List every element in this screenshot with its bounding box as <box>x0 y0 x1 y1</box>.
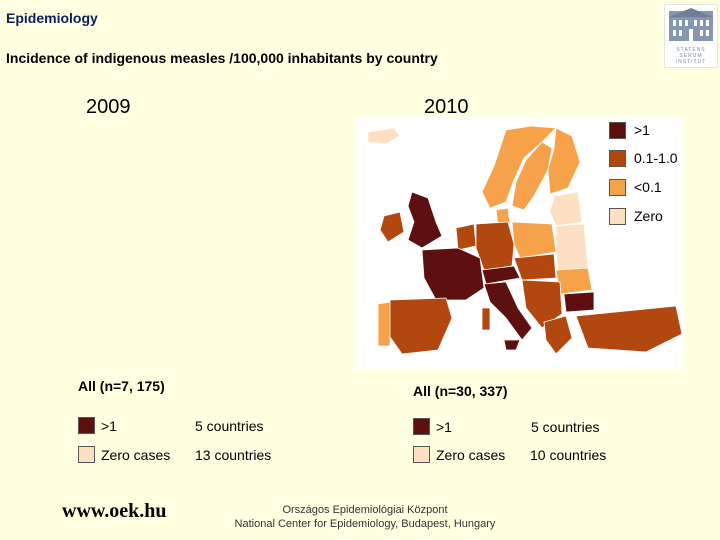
legend-swatch <box>609 121 626 139</box>
logo-text-1: STATENS <box>676 47 706 53</box>
map-region-bulgaria <box>563 291 595 313</box>
institute-building-icon <box>669 8 713 41</box>
map-region-baltics <box>549 191 583 227</box>
map-region-spain <box>387 297 453 355</box>
stat-label: >1 <box>101 417 117 434</box>
stat-count-2009-zero: 13 countries <box>195 447 272 463</box>
stat-swatch <box>413 418 430 435</box>
legend-label: 0.1-1.0 <box>634 150 678 166</box>
slide-title: Epidemiology <box>6 10 98 26</box>
legend-item: Zero <box>609 207 663 225</box>
map-region-france <box>421 247 485 301</box>
stat-label: Zero cases <box>436 446 506 463</box>
stat-count-2010-zero: 10 countries <box>530 447 607 463</box>
map-region-benelux <box>455 223 477 251</box>
map-region-east <box>555 223 589 271</box>
map-region-finland <box>547 127 581 195</box>
year-label-2009: 2009 <box>86 96 131 118</box>
map-region-romania <box>555 267 593 295</box>
legend-item: >1 <box>609 121 650 139</box>
legend-label: Zero <box>634 208 663 224</box>
map-region-central <box>513 253 557 281</box>
map-region-poland <box>511 221 557 259</box>
map-region-italy <box>483 281 533 341</box>
summary-heading-2009: All (n=7, 175) <box>78 378 165 394</box>
map-region-greece <box>543 315 573 355</box>
map-region-uk <box>407 191 443 249</box>
summary-heading-2010: All (n=30, 337) <box>413 383 508 399</box>
map-region-norway <box>481 125 557 209</box>
logo-text-3: INSTITUT <box>675 59 707 65</box>
footer-line-2: National Center for Epidemiology, Budape… <box>234 518 496 530</box>
stat-row-2009-high: >1 <box>78 417 117 434</box>
map-region-denmark <box>495 207 511 227</box>
legend-label: >1 <box>634 122 650 138</box>
stat-swatch <box>78 446 95 463</box>
logo-text-2: SERUM <box>679 53 703 59</box>
map-region-ireland <box>379 211 405 243</box>
map-region-sardinia <box>481 307 491 331</box>
legend-swatch <box>609 207 626 225</box>
footer-credit: Országos Epidemiológiai Központ National… <box>200 503 530 531</box>
stat-row-2009-zero: Zero cases <box>78 446 170 463</box>
stat-row-2010-zero: Zero cases <box>413 446 505 463</box>
map-region-turkey <box>575 305 683 353</box>
stat-row-2010-high: >1 <box>413 418 452 435</box>
slide-subtitle: Incidence of indigenous measles /100,000… <box>6 50 438 66</box>
map-region-sweden <box>511 141 553 211</box>
legend-swatch <box>609 149 626 167</box>
europe-map-2010 <box>356 118 683 370</box>
map-region-iceland <box>367 127 401 145</box>
map-region-sicily <box>503 339 521 351</box>
legend-label: <0.1 <box>634 179 662 195</box>
year-label-2010: 2010 <box>424 96 469 118</box>
legend-item: <0.1 <box>609 178 662 196</box>
stat-label: Zero cases <box>101 446 171 463</box>
statens-serum-institut-logo: STATENS SERUM INSTITUT <box>664 4 718 68</box>
stat-swatch <box>78 417 95 434</box>
website-link[interactable]: www.oek.hu <box>62 500 167 522</box>
stat-count-2009-high: 5 countries <box>195 418 264 434</box>
map-region-portugal <box>377 301 391 347</box>
legend-swatch <box>609 178 626 196</box>
stat-label: >1 <box>436 418 452 435</box>
map-region-germany <box>475 221 515 271</box>
stat-swatch <box>413 446 430 463</box>
stat-count-2010-high: 5 countries <box>531 419 600 435</box>
footer-line-1: Országos Epidemiológiai Központ <box>282 504 448 516</box>
legend-item: 0.1-1.0 <box>609 149 719 167</box>
map-region-alps <box>481 265 521 285</box>
